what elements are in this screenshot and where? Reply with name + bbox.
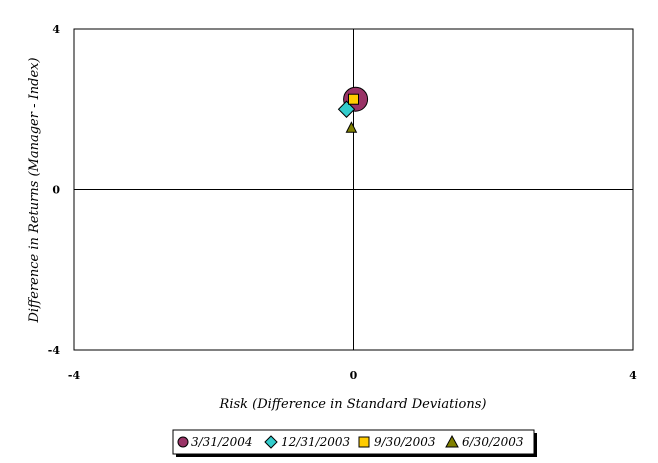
y-tick-label: 0 bbox=[52, 184, 60, 197]
legend-label: 9/30/2003 bbox=[374, 435, 436, 449]
x-axis-title: Risk (Difference in Standard Deviations) bbox=[219, 397, 487, 412]
legend-label: 12/31/2003 bbox=[281, 435, 351, 449]
x-tick-label: -4 bbox=[68, 369, 81, 382]
point-9-30-2003 bbox=[348, 93, 359, 105]
x-tick-label: 0 bbox=[350, 369, 358, 382]
x-tick-label: 4 bbox=[629, 369, 637, 382]
legend-box bbox=[172, 429, 535, 455]
y-tick-label: 4 bbox=[52, 23, 60, 36]
legend-label: 3/31/2004 bbox=[191, 435, 253, 449]
legend-marker-triangle bbox=[445, 434, 459, 448]
legend-marker-diamond bbox=[264, 435, 278, 449]
legend: 3/31/2004 12/31/2003 9/30/2003 6/30/2003 bbox=[172, 429, 537, 457]
y-tick-label: -4 bbox=[48, 344, 61, 357]
point-12-31-2003 bbox=[337, 100, 356, 118]
y-axis-title: Difference in Returns (Manager - Index) bbox=[27, 57, 42, 323]
data-points bbox=[337, 86, 369, 133]
legend-marker-circle bbox=[177, 436, 189, 448]
point-6-30-2003 bbox=[345, 121, 358, 133]
legend-marker-square bbox=[358, 436, 370, 448]
legend-label: 6/30/2003 bbox=[462, 435, 524, 449]
